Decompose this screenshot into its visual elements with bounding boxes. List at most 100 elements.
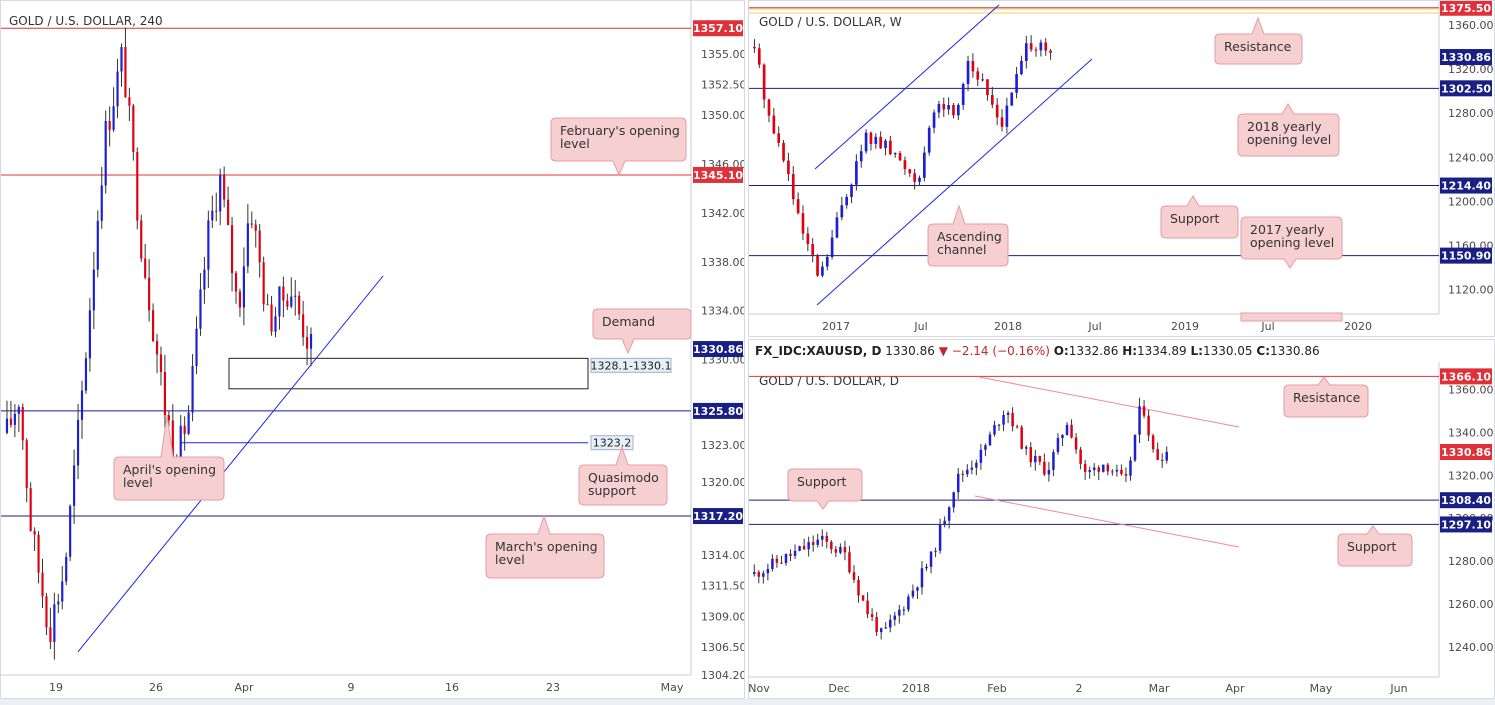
symbol-header: FX_IDC:XAUUSD, D 1330.86 ▼ −2.14 (−0.16%… <box>749 340 1494 362</box>
candle-body <box>92 269 95 311</box>
callout-shape <box>1160 195 1239 239</box>
candle-body <box>274 316 277 332</box>
candle-body <box>861 595 865 601</box>
candle-body <box>108 120 111 130</box>
candle-body <box>171 420 174 457</box>
candle-body <box>61 581 64 602</box>
candle-body <box>116 71 119 107</box>
candle-body <box>811 542 815 545</box>
callout-text: Ascending <box>937 229 1002 244</box>
price-tag-bg <box>1440 368 1492 385</box>
callout-text: support <box>588 483 636 498</box>
candle-body <box>1000 117 1004 127</box>
candle-body <box>1151 435 1155 450</box>
candle-body <box>203 269 206 290</box>
candle-body <box>219 175 222 212</box>
candle-body <box>835 217 839 238</box>
price-tag: 1325.80 <box>693 405 743 418</box>
candle-body <box>1079 449 1082 464</box>
candle-body <box>830 541 833 550</box>
price-tag-bg <box>693 402 743 419</box>
callout-text: level <box>495 552 525 567</box>
candle-body <box>802 546 806 550</box>
low-value: 1330.05 <box>1202 344 1253 358</box>
candle-body <box>874 136 878 144</box>
candle-body <box>843 546 847 553</box>
candle-body <box>124 46 127 98</box>
candle-body <box>913 173 916 182</box>
x-tick-label: Jul <box>1260 320 1274 333</box>
price-tag: 1297.10 <box>1441 518 1491 531</box>
open-label: O: <box>1053 344 1069 358</box>
callout-support-right: Support <box>1337 525 1413 567</box>
candle-body <box>1044 42 1048 51</box>
high-value: 1334.89 <box>1137 344 1187 358</box>
candle-body <box>148 277 151 311</box>
x-tick-label: Jul <box>1087 320 1101 333</box>
candle-body <box>866 600 869 615</box>
candle-body <box>183 425 186 434</box>
callout-text: level <box>560 136 590 151</box>
candle-body <box>1052 452 1055 470</box>
price-tag: 1150.90 <box>1441 250 1491 263</box>
candle-body <box>801 213 805 234</box>
callout-shape <box>550 117 687 177</box>
candle-body <box>258 230 261 263</box>
candle-body <box>793 550 797 556</box>
candle-body <box>952 105 955 116</box>
candle-body <box>270 304 273 332</box>
candle-body <box>1061 434 1064 439</box>
candle-body <box>1097 467 1100 472</box>
candle-body <box>956 104 960 116</box>
candle-body <box>925 566 928 569</box>
price-tag: 1214.40 <box>1441 180 1491 193</box>
chart-weekly-svg[interactable]: GOLD / U.S. DOLLAR, W 1360.00 1320.00 1280.… <box>749 1 1495 337</box>
candle-body <box>976 71 980 80</box>
candle-body <box>850 184 853 197</box>
candle-body <box>775 558 779 563</box>
candle-body <box>834 549 838 553</box>
candle-body <box>938 524 942 551</box>
x-tick-label: 23 <box>546 681 560 694</box>
candle-body <box>920 568 924 588</box>
y-tick-label: 1240.00 <box>1448 151 1494 164</box>
candle-body <box>908 169 912 174</box>
price-tag-bg <box>1440 49 1492 66</box>
candle-body <box>757 48 761 65</box>
candle-body <box>53 604 56 642</box>
callout-shape <box>1337 525 1413 567</box>
ascending-trendline <box>77 275 384 653</box>
chart-240-svg[interactable]: GOLD / U.S. DOLLAR, 240 1328.1-1330.1 1323… <box>1 1 745 699</box>
channel-upper <box>978 376 1240 428</box>
price-tag-bg <box>693 166 743 183</box>
chart-panel-weekly[interactable]: GOLD / U.S. DOLLAR, W 1360.00 1320.00 1280.… <box>748 0 1495 337</box>
candle-body <box>234 273 238 292</box>
candle-body <box>771 558 774 570</box>
candle-body <box>1120 469 1123 474</box>
candle-body <box>780 562 783 564</box>
candle-body <box>993 425 996 435</box>
candle-body <box>223 175 226 200</box>
candle-body <box>266 304 269 306</box>
candle-body <box>1106 464 1110 472</box>
candle-body <box>1070 424 1073 438</box>
candle-body <box>254 224 257 231</box>
chart-daily-svg[interactable]: GOLD / U.S. DOLLAR, D 1360.00 1340.00 1320.… <box>749 340 1495 699</box>
x-tick-label: 2020 <box>1344 320 1372 333</box>
chart-panel-daily[interactable]: FX_IDC:XAUUSD, D 1330.86 ▼ −2.14 (−0.16%… <box>748 339 1495 699</box>
candle-body <box>970 467 974 470</box>
candle-body <box>971 60 975 72</box>
price-tag: 1366.10 <box>1441 370 1491 383</box>
candle-body <box>757 572 761 577</box>
candle-body <box>898 609 901 616</box>
candle-body <box>884 140 887 149</box>
candle-body <box>120 46 123 72</box>
chart-panel-240[interactable]: GOLD / U.S. DOLLAR, 240 1328.1-1330.1 1323… <box>0 0 745 699</box>
candle-body <box>33 531 36 535</box>
channel-lower <box>816 58 1093 306</box>
candle-body <box>984 445 987 450</box>
candle-body <box>937 104 941 113</box>
candle-body <box>309 333 313 349</box>
symbol-name: FX_IDC:XAUUSD, D <box>755 344 882 358</box>
